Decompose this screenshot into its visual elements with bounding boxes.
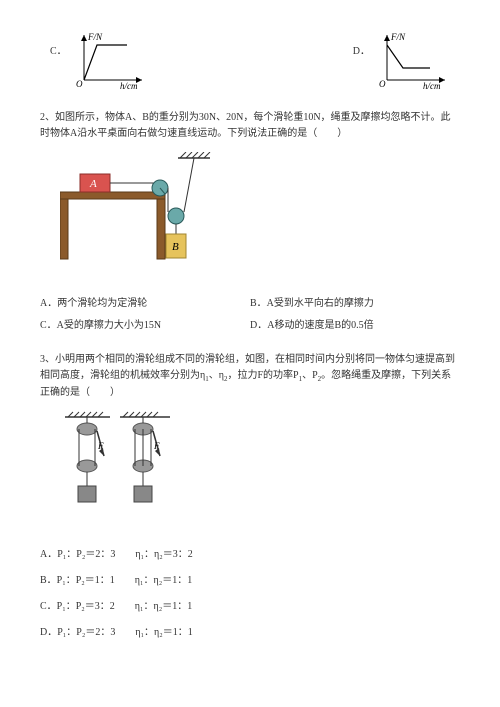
svg-text:h/cm: h/cm (423, 81, 441, 90)
q3-option-d: D．P₁：P₂＝2：3 η₁：η₂＝1：1 (40, 620, 460, 646)
q2-option-c: C．A受的摩擦力大小为15N (40, 315, 250, 337)
option-c-graph: C． F/N O h/cm (50, 30, 147, 90)
graph-d-svg: F/N O h/cm (375, 30, 450, 90)
q2-figure: A B (60, 152, 460, 278)
q3-option-b: B．P₁：P₂＝1：1 η₁：η₂＝1：1 (40, 568, 460, 594)
q2-text: 2、如图所示，物体A、B的重分别为30N、20N，每个滑轮重10N，绳重及摩擦均… (40, 110, 460, 142)
svg-text:B: B (172, 241, 179, 253)
q2-option-b: B．A受到水平向右的摩擦力 (250, 293, 460, 315)
q2-option-a: A．两个滑轮均为定滑轮 (40, 293, 250, 315)
option-d-graph: D． F/N O h/cm (353, 30, 450, 90)
q3-figure: F F (60, 411, 460, 527)
svg-text:F/N: F/N (87, 32, 103, 42)
svg-text:F: F (153, 441, 160, 451)
svg-text:F: F (97, 441, 104, 451)
svg-text:h/cm: h/cm (120, 81, 138, 90)
svg-text:F/N: F/N (390, 32, 406, 42)
option-d-label: D． (353, 44, 370, 90)
question-3: 3、小明用两个相同的滑轮组成不同的滑轮组，如图，在相同时间内分别将同一物体匀速提… (40, 352, 460, 646)
q3-text: 3、小明用两个相同的滑轮组成不同的滑轮组，如图，在相同时间内分别将同一物体匀速提… (40, 352, 460, 401)
svg-text:A: A (89, 178, 97, 190)
q3-option-c: C．P₁：P₂＝3：2 η₁：η₂＝1：1 (40, 594, 460, 620)
graph-options-row: C． F/N O h/cm D． F/N O h/cm (40, 30, 460, 90)
q2-option-d: D．A移动的速度是B的0.5倍 (250, 315, 460, 337)
q3-option-a: A．P₁：P₂＝2：3 η₁：η₂＝3：2 (40, 542, 460, 568)
graph-c-svg: F/N O h/cm (72, 30, 147, 90)
q2-options: A．两个滑轮均为定滑轮 B．A受到水平向右的摩擦力 C．A受的摩擦力大小为15N… (40, 293, 460, 337)
q3-options: A．P₁：P₂＝2：3 η₁：η₂＝3：2 B．P₁：P₂＝1：1 η₁：η₂＝… (40, 542, 460, 646)
question-2: 2、如图所示，物体A、B的重分别为30N、20N，每个滑轮重10N，绳重及摩擦均… (40, 110, 460, 337)
svg-text:O: O (76, 79, 83, 89)
svg-text:O: O (379, 79, 386, 89)
option-c-label: C． (50, 44, 67, 90)
